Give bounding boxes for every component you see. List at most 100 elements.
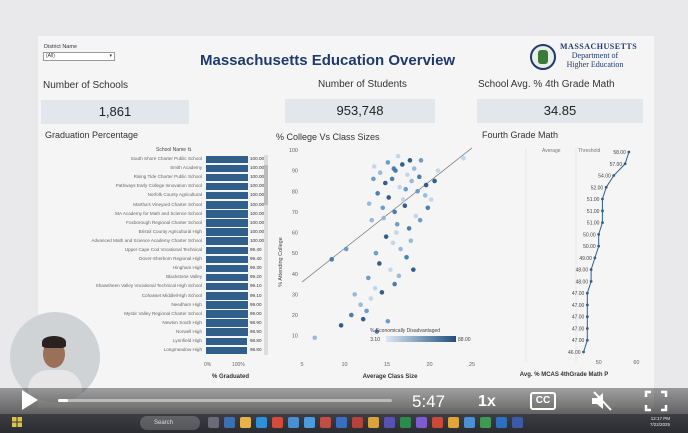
- graduation-bar[interactable]: [206, 264, 248, 273]
- tableau-icon[interactable]: [448, 417, 459, 428]
- graduation-row[interactable]: Mystic Valley Regional Charter School 99.…: [44, 310, 268, 319]
- graduation-bar[interactable]: [206, 201, 248, 209]
- taskbar-clock[interactable]: 12:17 PM 7/22/2025: [650, 416, 670, 428]
- graduation-bar[interactable]: [206, 255, 248, 264]
- school-name-header[interactable]: School Name ⇅: [156, 147, 192, 153]
- office-icon[interactable]: [272, 417, 283, 428]
- graduation-value: 99.40: [250, 247, 262, 252]
- school-name: Smith Academy: [170, 165, 202, 171]
- graduation-bar[interactable]: [206, 310, 248, 318]
- task-view-icon[interactable]: [208, 417, 219, 428]
- graduation-row[interactable]: Pathways Early College Innovation School…: [44, 182, 268, 191]
- graduation-row[interactable]: Norwell High 98.90: [44, 328, 268, 337]
- color-legend-title: % Economically Disadvantaged: [370, 328, 440, 334]
- math-point: [623, 162, 627, 166]
- graduation-bar[interactable]: [206, 319, 248, 327]
- spreadsheet-icon[interactable]: [480, 417, 491, 428]
- browser-icon[interactable]: [304, 417, 315, 428]
- graduation-row[interactable]: Advanced Math and Science Academy Charte…: [44, 237, 268, 246]
- graduation-bar[interactable]: [206, 282, 248, 291]
- graduation-value: 100.00: [250, 237, 265, 243]
- app-icon-red[interactable]: [320, 417, 331, 428]
- graduation-row[interactable]: Cohasset Middle/High School 99.10: [44, 292, 268, 301]
- graduation-row[interactable]: MA Academy for Math and Science School 10…: [44, 210, 268, 219]
- graduation-bar[interactable]: [206, 346, 248, 355]
- kpi-title-math: School Avg. % 4th Grade Math: [478, 79, 615, 90]
- scatter-point: [425, 205, 431, 211]
- playback-speed-button[interactable]: 1x: [478, 393, 496, 410]
- school-name: Martha's Vineyard Charter School: [133, 201, 202, 207]
- outlook-icon[interactable]: [288, 417, 299, 428]
- acrobat-icon[interactable]: [432, 417, 443, 428]
- file-explorer-icon[interactable]: [240, 417, 251, 428]
- graduation-bar[interactable]: [206, 191, 248, 200]
- progress-track[interactable]: [58, 399, 392, 402]
- zoom-icon[interactable]: [464, 417, 475, 428]
- scatter-point: [411, 267, 416, 272]
- scatter-point: [398, 246, 403, 252]
- graduation-row[interactable]: Martha's Vineyard Charter School 100.00: [44, 201, 268, 210]
- graduation-bar[interactable]: [206, 219, 248, 227]
- app-icon-blue[interactable]: [512, 417, 523, 428]
- teams-icon[interactable]: [384, 417, 395, 428]
- graduation-row[interactable]: Bristol County Agricultural High 100.00: [44, 228, 268, 237]
- graduation-scrollbar[interactable]: [264, 155, 268, 355]
- graduation-bar[interactable]: [206, 164, 248, 173]
- graduation-bar[interactable]: [206, 273, 248, 282]
- scatter-point: [385, 318, 391, 324]
- graduation-row[interactable]: Lynnfield High 98.80: [44, 337, 268, 346]
- fullscreen-icon[interactable]: [644, 390, 668, 412]
- graduation-row[interactable]: Blackstone Valley 99.20: [44, 273, 268, 282]
- graduation-row[interactable]: Upper Cape Cod Vocational Technical 99.40: [44, 246, 268, 255]
- graduation-bar[interactable]: [206, 337, 248, 345]
- scatter-point: [432, 178, 437, 184]
- graduation-row[interactable]: Shawsheen Valley Vocational Technical Hi…: [44, 282, 268, 291]
- graduation-row[interactable]: Newton South High 98.90: [44, 319, 268, 328]
- timecode: 5:47: [412, 392, 446, 411]
- graduation-bar[interactable]: [206, 301, 248, 309]
- graduation-bar[interactable]: [206, 328, 248, 336]
- graduation-row[interactable]: Norfolk County Agricultural 100.00: [44, 191, 268, 200]
- graduation-bar[interactable]: [206, 210, 248, 218]
- chrome-icon[interactable]: [368, 417, 379, 428]
- graduation-row[interactable]: Hingham High 99.30: [44, 264, 268, 273]
- school-name: Blackstone Valley: [166, 274, 202, 280]
- graduation-row[interactable]: Rising Tide Charter Public School 100.00: [44, 173, 268, 182]
- graduation-value: 99.40: [250, 256, 262, 262]
- windows-start-icon[interactable]: [12, 417, 22, 427]
- graduation-row[interactable]: South Shore Charter Public School 100.00: [44, 155, 268, 164]
- math-point: [604, 185, 608, 189]
- graduation-row[interactable]: Needham High 99.00: [44, 301, 268, 310]
- closed-captions-button[interactable]: CC: [530, 392, 556, 410]
- graduation-bar[interactable]: [206, 228, 248, 236]
- onenote-icon[interactable]: [416, 417, 427, 428]
- scatter-point: [386, 195, 391, 200]
- district-filter-select[interactable]: (All) ▾: [43, 52, 115, 61]
- graduation-bar[interactable]: [206, 155, 248, 163]
- sort-icon[interactable]: ⇅: [187, 147, 192, 153]
- y-tick-label: 30: [292, 292, 298, 298]
- docs-icon[interactable]: [496, 417, 507, 428]
- graduation-row[interactable]: Dover-Sherborn Regional High 99.40: [44, 255, 268, 264]
- x-axis-label: Average Class Size: [363, 374, 418, 380]
- graduation-row[interactable]: Foxborough Regional Charter School 100.00: [44, 219, 268, 228]
- scatter-point: [379, 290, 385, 295]
- widgets-icon[interactable]: [224, 417, 235, 428]
- mute-icon[interactable]: [590, 390, 614, 412]
- graduation-bar[interactable]: [206, 182, 248, 191]
- powerpoint-icon[interactable]: [352, 417, 363, 428]
- graduation-bar[interactable]: [206, 292, 248, 300]
- graduation-row[interactable]: Smith Academy 100.00: [44, 164, 268, 173]
- graduation-bar[interactable]: [206, 237, 248, 245]
- edge-icon[interactable]: [256, 417, 267, 428]
- excel-icon[interactable]: [400, 417, 411, 428]
- play-icon[interactable]: [22, 390, 38, 410]
- graduation-row[interactable]: Longmeadow High 98.80: [44, 346, 268, 355]
- word-icon[interactable]: [336, 417, 347, 428]
- graduation-bar[interactable]: [206, 246, 248, 254]
- school-name: Rising Tide Charter Public School: [133, 174, 202, 180]
- scatter-point: [422, 193, 428, 198]
- graduation-bar[interactable]: [206, 173, 248, 182]
- scatter-point: [377, 261, 382, 266]
- taskbar-search[interactable]: Search: [140, 416, 200, 430]
